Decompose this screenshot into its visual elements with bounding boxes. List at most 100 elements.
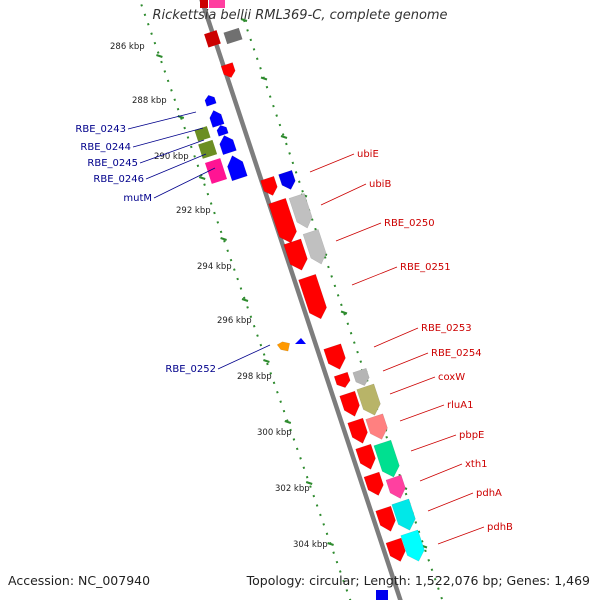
accession-text: Accession: NC_007940 xyxy=(8,573,151,588)
gene-label-left: mutM xyxy=(123,193,152,204)
label-leader-lines xyxy=(127,111,485,545)
gene-pink xyxy=(204,158,228,184)
gene-label-right: RBE_0250 xyxy=(384,218,435,229)
gene-label-right: pbpE xyxy=(459,430,484,441)
gene-olive xyxy=(198,139,218,159)
gene-label-left: RBE_0245 xyxy=(87,158,138,169)
kbp-label: 292 kbp xyxy=(176,206,211,216)
gene-forward xyxy=(200,0,208,8)
ruler-tick xyxy=(280,135,288,139)
gene-feature xyxy=(278,169,296,190)
gene-label-right: ubiB xyxy=(369,179,391,190)
ruler-tick xyxy=(305,481,313,485)
ruler-tick xyxy=(284,420,292,424)
ruler-tick xyxy=(240,18,248,22)
gene-label-left: RBE_0243 xyxy=(75,124,126,135)
gene-forward xyxy=(355,443,376,470)
gene-reverse xyxy=(295,338,306,344)
ruler-right xyxy=(243,19,444,600)
gene-feature xyxy=(391,498,416,531)
gene-label-right: RBE_0254 xyxy=(431,348,482,359)
kbp-label: 298 kbp xyxy=(237,372,272,382)
gene-forward xyxy=(347,417,368,444)
leader-line-left xyxy=(153,167,216,199)
gene-forward xyxy=(204,30,221,48)
leader-line-right xyxy=(419,463,463,482)
leader-line-right xyxy=(410,434,457,452)
gene-olive xyxy=(194,126,211,142)
leader-line-left xyxy=(145,153,207,180)
gene-forward xyxy=(363,471,384,496)
gene-feature xyxy=(385,474,406,499)
leader-line-right xyxy=(320,183,367,206)
leader-line-right xyxy=(399,404,445,422)
scale-labels: 286 kbp 288 kbp 290 kbp 292 kbp 294 kbp 296 k… xyxy=(110,42,328,550)
gene-forward xyxy=(385,537,406,562)
leader-line-right xyxy=(437,526,485,545)
gene-forward xyxy=(333,371,351,388)
leader-line-right xyxy=(427,492,474,512)
gene-feature xyxy=(352,367,370,386)
gene-label-right: pdhB xyxy=(487,522,513,533)
gene-labels: RBE_0243 RBE_0244 RBE_0245 RBE_0246 mutM RBE_… xyxy=(75,124,513,533)
gene-feature xyxy=(288,193,313,229)
gene-label-right: pdhA xyxy=(476,488,502,499)
gene-label-left: RBE_0246 xyxy=(93,174,144,185)
gene-label-right: ubiE xyxy=(357,149,379,160)
leader-line-right xyxy=(335,222,382,242)
kbp-label: 294 kbp xyxy=(197,262,232,272)
ruler-tick xyxy=(220,237,227,241)
kbp-label: 286 kbp xyxy=(110,42,145,52)
gene-reverse xyxy=(209,110,225,128)
backbone xyxy=(199,0,403,600)
gene-forward xyxy=(323,343,346,370)
ruler-tick xyxy=(263,359,270,363)
kbp-label: 300 kbp xyxy=(257,428,292,438)
ruler-tick xyxy=(156,54,163,58)
kbp-label: 304 kbp xyxy=(293,540,328,550)
gene-feature xyxy=(400,529,425,562)
topology-summary: Topology: circular; Length: 1,522,076 bp… xyxy=(246,573,590,588)
gene-forward xyxy=(298,273,327,320)
gene-reverse xyxy=(204,94,217,107)
kbp-label: 296 kbp xyxy=(217,316,252,326)
gene-pink xyxy=(209,0,225,8)
leader-line-right xyxy=(309,153,355,173)
ruler-tick xyxy=(327,542,334,546)
kbp-label: 290 kbp xyxy=(154,152,189,162)
gene-label-right: xth1 xyxy=(465,459,488,470)
leader-line-right xyxy=(389,376,436,395)
gene-feature xyxy=(302,229,327,265)
gene-feature xyxy=(373,439,400,478)
gene-forward xyxy=(283,238,308,271)
kbp-label: 288 kbp xyxy=(132,96,167,106)
gene-feature xyxy=(365,413,388,440)
ruler-tick xyxy=(198,176,206,180)
ruler-tick xyxy=(340,310,348,315)
gene-feature xyxy=(356,383,381,416)
gene-forward xyxy=(375,505,396,532)
leader-line-right xyxy=(382,352,429,372)
gene-label-right: coxW xyxy=(438,372,465,383)
backbone-line xyxy=(199,0,403,600)
gene-label-left: RBE_0252 xyxy=(165,364,216,375)
leader-line-right xyxy=(351,266,398,286)
ruler-tick xyxy=(241,298,249,302)
gene-forward xyxy=(220,62,236,78)
leader-line-left xyxy=(127,111,197,130)
gene-forward xyxy=(268,197,297,244)
leader-line-right xyxy=(373,327,419,348)
gene-forward xyxy=(339,390,360,417)
gene-label-right: RBE_0253 xyxy=(421,323,472,334)
gene-features xyxy=(194,0,425,600)
leader-line-left xyxy=(132,127,204,148)
leader-line-left xyxy=(139,139,205,164)
ruler-tick xyxy=(260,76,268,81)
gene-reverse xyxy=(376,590,388,600)
gene-label-right: RBE_0251 xyxy=(400,262,451,273)
gene-forward xyxy=(260,175,278,196)
gene-label-right: rluA1 xyxy=(447,400,473,411)
gene-label-left: RBE_0244 xyxy=(80,142,131,153)
genome-title: Rickettsia bellii RML369-C, complete gen… xyxy=(152,8,448,23)
